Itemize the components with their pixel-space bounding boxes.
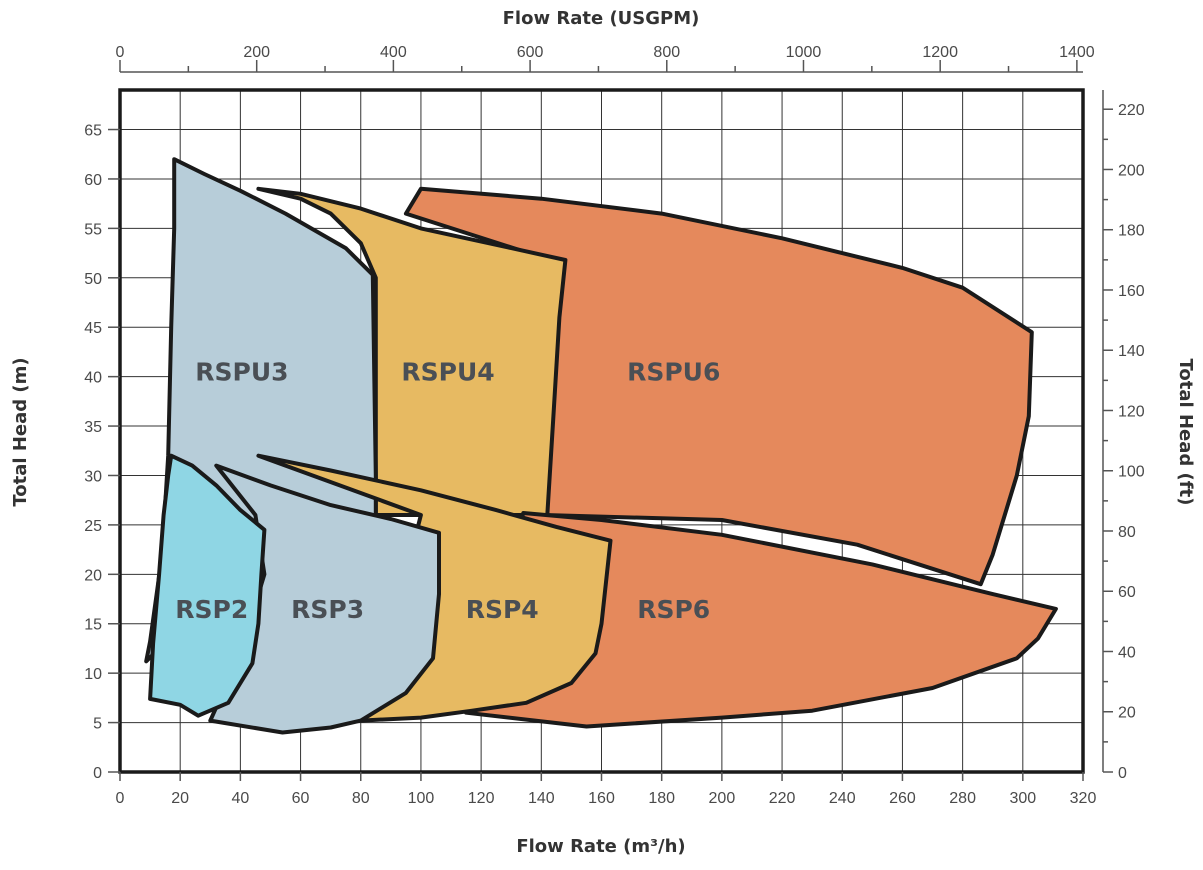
y-right-tick-label: 60 — [1118, 584, 1136, 601]
x-bottom-tick-label: 80 — [352, 790, 370, 807]
x-bottom-tick-label: 320 — [1070, 790, 1097, 807]
y-left-tick-label: 35 — [84, 419, 102, 436]
y-left-tick-label: 40 — [84, 370, 102, 387]
region-rspu4 — [256, 186, 568, 517]
pump-regions — [144, 157, 1058, 735]
x-bottom-tick-label: 160 — [588, 790, 615, 807]
x-bottom-tick-label: 280 — [949, 790, 976, 807]
x-top-tick-label: 1000 — [786, 44, 822, 61]
y-left-tick-label: 50 — [84, 271, 102, 288]
x-bottom-tick-label: 60 — [292, 790, 310, 807]
y-left-axis-title: Total Head (m) — [10, 357, 31, 506]
x-top-tick-label: 200 — [243, 44, 270, 61]
y-left-tick-label: 25 — [84, 518, 102, 535]
y-left-tick-label: 65 — [84, 123, 102, 140]
x-bottom-tick-label: 220 — [769, 790, 796, 807]
region-label-rsp4: RSP4 — [466, 595, 539, 624]
x-top-tick-label: 1400 — [1059, 44, 1095, 61]
y-left-tick-label: 30 — [84, 468, 102, 485]
y-left-tick-label: 5 — [93, 716, 102, 733]
y-right-tick-label: 180 — [1118, 223, 1145, 240]
x-bottom-tick-label: 180 — [648, 790, 675, 807]
y-right-tick-label: 20 — [1118, 705, 1136, 722]
x-bottom-tick-label: 100 — [408, 790, 435, 807]
region-rsp6 — [464, 511, 1058, 729]
region-label-rspu3: RSPU3 — [195, 358, 288, 387]
y-left-tick-label: 45 — [84, 320, 102, 337]
x-top-tick-label: 1200 — [922, 44, 958, 61]
y-right-tick-label: 140 — [1118, 343, 1145, 360]
y-right-tick-label: 100 — [1118, 464, 1145, 481]
y-right-tick-label: 160 — [1118, 283, 1145, 300]
y-left-tick-label: 20 — [84, 567, 102, 584]
x-bottom-tick-label: 260 — [889, 790, 916, 807]
region-rsp2 — [148, 453, 267, 718]
region-label-rsp6: RSP6 — [637, 595, 710, 624]
y-right-tick-label: 0 — [1118, 765, 1127, 782]
y-left-tick-label: 55 — [84, 221, 102, 238]
y-right-tick-label: 220 — [1118, 102, 1145, 119]
region-label-rspu4: RSPU4 — [401, 358, 494, 387]
x-bottom-tick-label: 200 — [709, 790, 736, 807]
x-top-tick-label: 400 — [380, 44, 407, 61]
x-bottom-tick-label: 140 — [528, 790, 555, 807]
x-top-axis-title: Flow Rate (USGPM) — [503, 8, 700, 29]
y-right-axis-title: Total Head (ft) — [1175, 359, 1196, 506]
y-right-tick-label: 40 — [1118, 644, 1136, 661]
x-bottom-tick-label: 300 — [1009, 790, 1036, 807]
region-label-rsp2: RSP2 — [175, 595, 248, 624]
y-right-tick-label: 120 — [1118, 403, 1145, 420]
y-right-tick-label: 80 — [1118, 524, 1136, 541]
x-bottom-tick-label: 0 — [116, 790, 125, 807]
x-bottom-tick-label: 40 — [231, 790, 249, 807]
x-bottom-tick-label: 120 — [468, 790, 495, 807]
y-left-tick-label: 15 — [84, 617, 102, 634]
y-left-tick-label: 0 — [93, 765, 102, 782]
y-left-tick-label: 60 — [84, 172, 102, 189]
x-bottom-tick-label: 20 — [171, 790, 189, 807]
x-bottom-tick-label: 240 — [829, 790, 856, 807]
x-top-tick-label: 800 — [653, 44, 680, 61]
y-left-tick-label: 10 — [84, 666, 102, 683]
region-labels: RSPU6 RSPU4 RSPU3 RSP6 RSP4 RSP3 RSP2 — [175, 358, 720, 624]
x-top-tick-label: 0 — [116, 44, 125, 61]
x-top-tick-label: 600 — [517, 44, 544, 61]
region-label-rspu6: RSPU6 — [627, 358, 720, 387]
x-bottom-axis-title: Flow Rate (m³/h) — [516, 836, 685, 857]
axes: 0 20 40 60 80 100 120 140 160 180 200 220 240 260 280 3… — [84, 44, 1145, 807]
y-right-tick-label: 200 — [1118, 162, 1145, 179]
region-label-rsp3: RSP3 — [291, 595, 364, 624]
